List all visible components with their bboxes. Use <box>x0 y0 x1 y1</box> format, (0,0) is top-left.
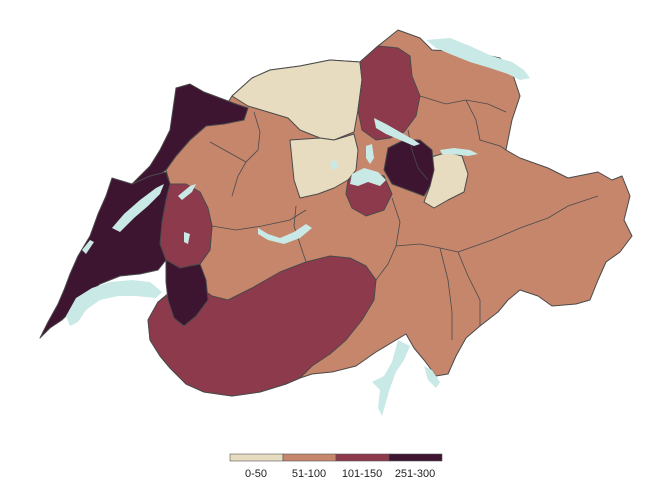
lake-lugano <box>424 366 440 388</box>
canton-vaud-south <box>165 259 209 327</box>
canton-zurich <box>357 45 421 141</box>
legend-swatch-101-150 <box>335 453 390 462</box>
lake-murten <box>184 232 190 244</box>
legend-label-101-150: 101-150 <box>342 468 382 480</box>
lake-lugano-maggiore <box>372 340 410 416</box>
lakes <box>66 38 530 416</box>
lake-walen <box>440 148 478 156</box>
lake-sempach <box>330 160 338 170</box>
lake-lucerne <box>350 168 386 186</box>
canton-jura-neuchatel <box>131 83 249 191</box>
lake-zurich <box>374 118 420 146</box>
lake-neuchatel <box>112 184 164 232</box>
legend: 0-50 51-100 101-150 251-300 <box>229 453 443 480</box>
lake-thun-brienz <box>258 224 312 244</box>
legend-label-251-300: 251-300 <box>395 468 435 480</box>
legend-swatch-0-50 <box>229 453 284 462</box>
lake-geneva <box>66 280 162 326</box>
lake-constance <box>426 38 530 80</box>
legend-label-51-100: 51-100 <box>292 468 326 480</box>
lake-bielersee-small <box>82 240 94 254</box>
legend-label-0-50: 0-50 <box>245 468 267 480</box>
legend-swatch-251-300 <box>388 453 443 462</box>
lake-zug <box>366 144 374 164</box>
canton-solothurn-basel <box>231 59 363 141</box>
lake-biel <box>178 184 196 200</box>
legend-swatch-51-100 <box>282 453 337 462</box>
canton-zug-dark <box>383 139 435 197</box>
